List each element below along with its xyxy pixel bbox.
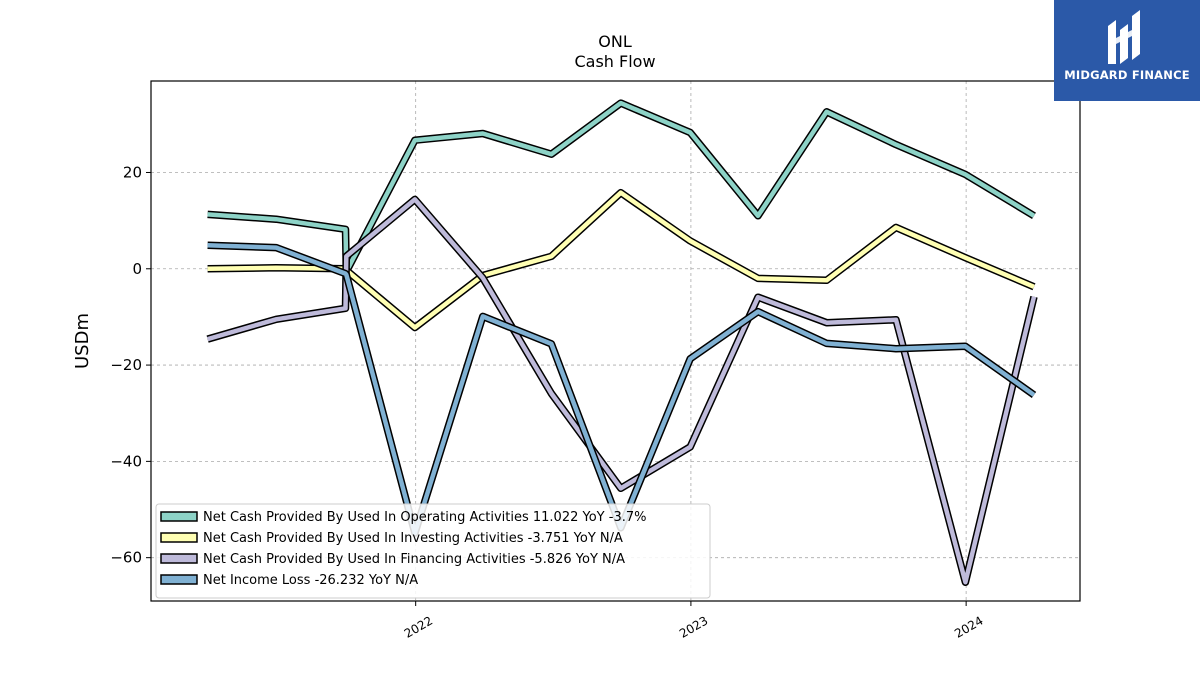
logo-text: MIDGARD FINANCE [1064,68,1190,82]
legend-swatch [160,511,198,522]
series-line [207,242,1036,536]
y-tick-label: 20 [123,163,142,181]
series-line [207,100,1036,274]
legend: Net Cash Provided By Used In Operating A… [155,503,711,599]
x-tick-label: 2023 [677,613,710,640]
y-tick-label: 0 [132,260,142,278]
legend-label: Net Cash Provided By Used In Financing A… [203,552,625,567]
x-tick-label: 2024 [952,613,985,640]
legend-label: Net Income Loss -26.232 YoY N/A [203,573,418,588]
legend-box [155,503,711,599]
x-tick-label: 2022 [402,613,435,640]
plot-frame [150,80,1081,602]
y-tick-label: −20 [110,356,142,374]
series-line-outline [207,99,1036,276]
legend-swatch [160,532,198,543]
chart-subtitle: Cash Flow [574,52,656,71]
y-tick-label: −40 [110,452,142,470]
series-lines [206,99,1038,586]
midgard-finance-logo: MIDGARD FINANCE [1054,0,1200,101]
legend-swatch [160,574,198,585]
midgard-logo-icon [1108,10,1140,64]
legend-swatch [160,553,198,564]
legend-label: Net Cash Provided By Used In Operating A… [203,510,646,525]
chart-title: ONL [598,32,632,51]
y-axis-label: USDm [72,313,93,369]
y-tick-label: −60 [110,549,142,567]
legend-label: Net Cash Provided By Used In Investing A… [203,531,623,546]
